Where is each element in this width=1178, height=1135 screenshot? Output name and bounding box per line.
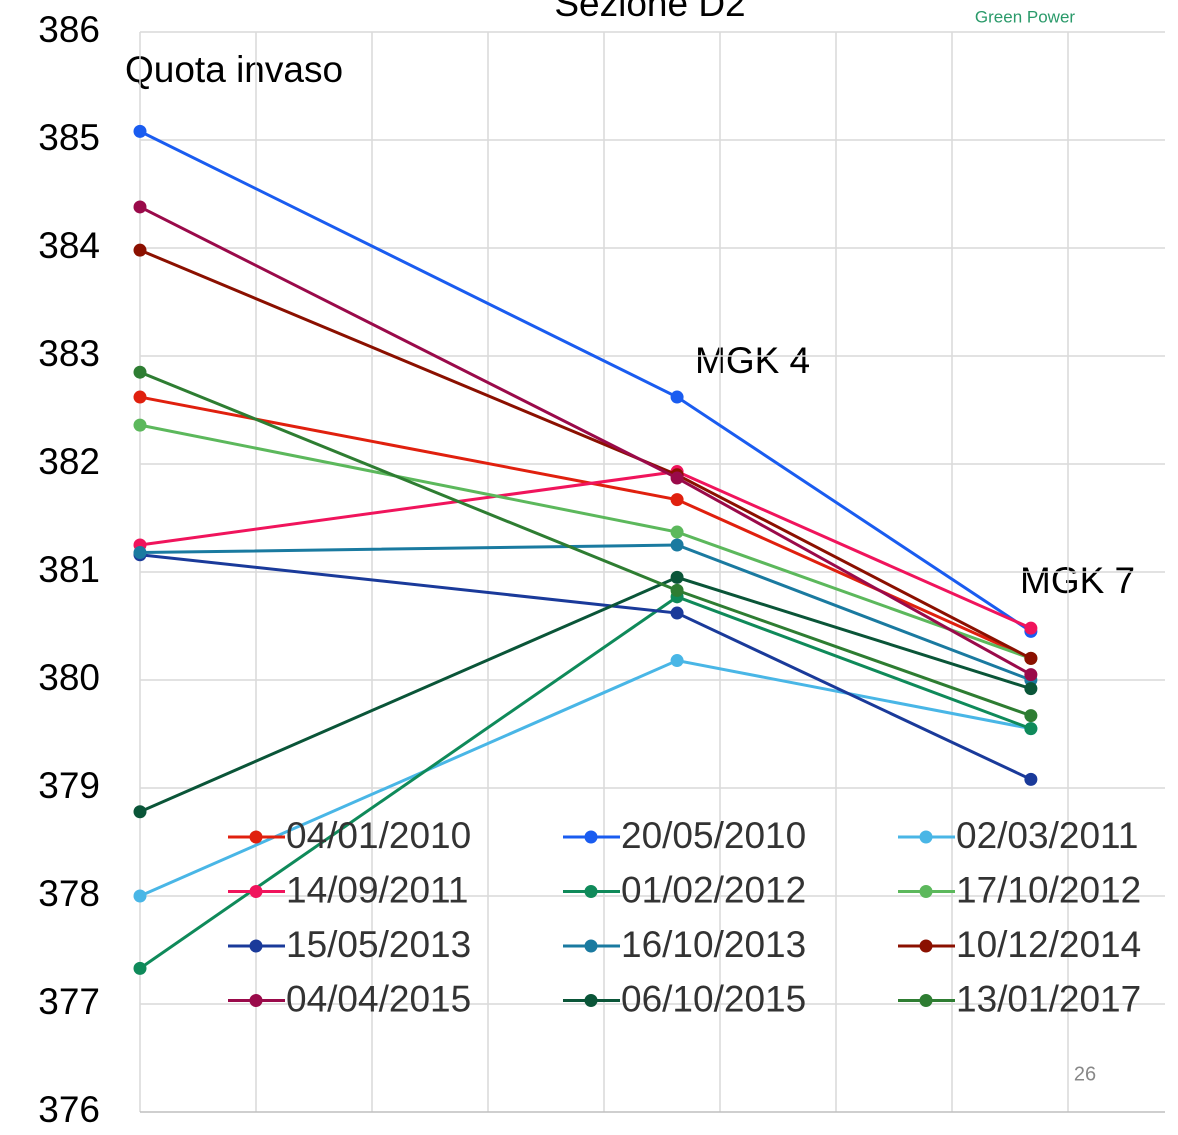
data-point xyxy=(1024,668,1038,682)
data-point xyxy=(133,200,147,214)
data-point xyxy=(670,583,684,597)
legend-label: 06/10/2015 xyxy=(621,978,806,1019)
chart-title: Sezione D2 xyxy=(554,0,745,24)
data-point xyxy=(670,606,684,620)
data-point xyxy=(670,654,684,668)
data-point xyxy=(670,525,684,539)
legend-label: 16/10/2013 xyxy=(621,924,806,965)
y-tick-label: 384 xyxy=(38,225,100,266)
legend-label: 02/03/2011 xyxy=(956,815,1138,856)
legend-marker xyxy=(249,994,263,1007)
data-point xyxy=(133,124,147,138)
legend-label: 04/04/2015 xyxy=(286,978,471,1019)
data-point xyxy=(133,889,147,903)
legend-marker xyxy=(919,885,933,898)
annotation: MGK 4 xyxy=(695,340,810,381)
data-point xyxy=(133,805,147,819)
y-tick-label: 382 xyxy=(38,441,100,482)
data-point xyxy=(133,390,147,404)
y-tick-label: 379 xyxy=(38,765,100,806)
annotation: MGK 7 xyxy=(1020,560,1135,601)
data-point xyxy=(133,546,147,560)
series-line xyxy=(139,595,1032,970)
legend-label: 04/01/2010 xyxy=(286,815,471,856)
data-point xyxy=(133,243,147,257)
data-point xyxy=(1024,682,1038,696)
legend-label: 13/01/2017 xyxy=(956,978,1141,1019)
data-point xyxy=(1024,722,1038,736)
legend-marker xyxy=(584,939,598,953)
y-tick-label: 381 xyxy=(38,549,100,590)
legend-marker xyxy=(919,994,933,1007)
page-number: 26 xyxy=(1074,1063,1096,1085)
legend-label: 01/02/2012 xyxy=(621,869,806,910)
legend-marker xyxy=(249,939,263,953)
legend-marker xyxy=(249,830,263,844)
data-point xyxy=(1024,651,1038,665)
logo: Green Power xyxy=(975,7,1075,26)
legend-label: 10/12/2014 xyxy=(956,924,1141,965)
y-tick-label: 377 xyxy=(38,981,100,1022)
legend-marker xyxy=(919,830,933,844)
legend-label: 14/09/2011 xyxy=(286,869,468,910)
y-tick-label: 378 xyxy=(38,873,100,914)
legend-marker xyxy=(249,885,263,898)
legend-marker xyxy=(919,939,933,953)
legend-label: 17/10/2012 xyxy=(956,869,1141,910)
grid xyxy=(139,31,1165,1113)
data-point xyxy=(1024,772,1038,786)
data-point xyxy=(1024,709,1038,723)
data-point xyxy=(133,961,147,975)
data-point xyxy=(1024,621,1038,635)
data-point xyxy=(670,390,684,404)
y-tick-label: 383 xyxy=(38,333,100,374)
y-tick-label: 376 xyxy=(38,1089,100,1130)
series-line xyxy=(139,658,1032,898)
y-tick-label: 380 xyxy=(38,657,100,698)
series-line xyxy=(139,130,1032,633)
data-point xyxy=(670,493,684,507)
legend-marker xyxy=(584,885,598,898)
data-point xyxy=(670,538,684,552)
series-line xyxy=(139,575,1032,814)
legend-marker xyxy=(584,830,598,844)
legend-label: 20/05/2010 xyxy=(621,815,806,856)
y-tick-label: 385 xyxy=(38,117,100,158)
data-point xyxy=(670,570,684,584)
legend-label: 15/05/2013 xyxy=(286,924,471,965)
data-point xyxy=(670,471,684,485)
legend-marker xyxy=(584,994,598,1007)
data-point xyxy=(133,418,147,432)
data-point xyxy=(133,365,147,379)
y-tick-label: 386 xyxy=(38,9,100,50)
annotation: Quota invaso xyxy=(125,49,343,90)
